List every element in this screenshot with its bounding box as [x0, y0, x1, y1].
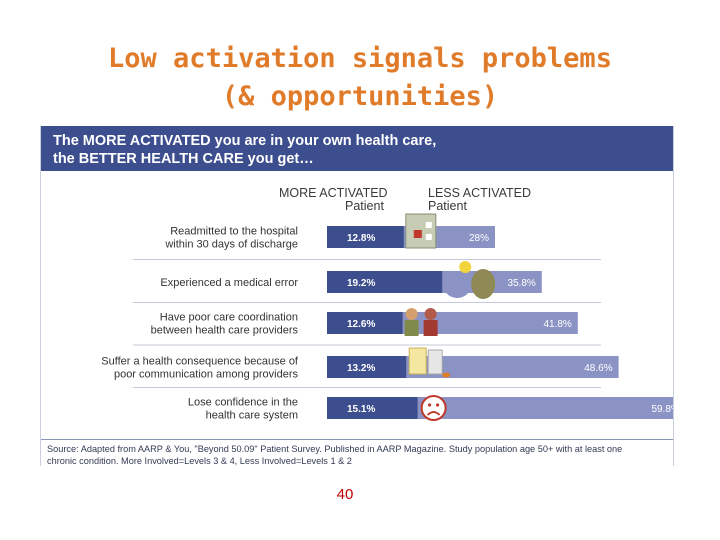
- more-activated-bar: [327, 226, 404, 248]
- sad-face-eye-icon: [428, 403, 432, 407]
- doctor-body-icon: [423, 320, 438, 336]
- pill-bottle-icon: [408, 347, 427, 375]
- category-label: Have poor care coordination: [160, 312, 298, 324]
- less-activated-header-line-1: LESS ACTIVATED: [428, 186, 532, 200]
- hospital-window-icon: [425, 234, 432, 240]
- category-label: between health care providers: [151, 325, 299, 337]
- category-label: Readmitted to the hospital: [170, 226, 298, 238]
- hospital-window-icon: [425, 222, 432, 228]
- more-activated-value-label: 12.8%: [347, 233, 375, 244]
- sad-face-icon: [420, 395, 447, 421]
- hospital-cross-icon: [413, 230, 422, 238]
- more-activated-bar: [327, 312, 403, 334]
- source-note-line-2: chronic condition. More Involved=Levels …: [47, 456, 352, 466]
- bar-chart: 12.8% 28% Readmitted to the hospitalwithin…: [101, 213, 673, 422]
- more-activated-value-label: 12.6%: [347, 319, 375, 330]
- source-note-line-1: Source: Adapted from AARP & You, "Beyond…: [47, 444, 623, 454]
- page-number: 40: [336, 486, 354, 503]
- slide-title-line-1: Low activation signals problems: [108, 43, 612, 74]
- more-activated-bar: [327, 271, 443, 293]
- more-activated-header-line-2: Patient: [345, 199, 384, 213]
- less-activated-value-label: 35.8%: [507, 278, 535, 289]
- source-note: Source: Adapted from AARP & You, "Beyond…: [41, 439, 673, 466]
- category-label: poor communication among providers: [114, 369, 299, 381]
- chart-header-banner: The MORE ACTIVATED you are in your own h…: [41, 126, 673, 171]
- slide-title-line-2: (& opportunities): [221, 81, 499, 112]
- patient-figure-icon: [444, 276, 471, 298]
- category-label: health care system: [206, 410, 298, 422]
- pill-icon: [442, 372, 451, 378]
- doctor-figure-icon: [471, 269, 496, 299]
- pill-bottle-icon: [427, 349, 443, 375]
- chart-header-line-1: The MORE ACTIVATED you are in your own h…: [53, 133, 437, 149]
- category-label: Suffer a health consequence because of: [101, 356, 299, 368]
- sad-face-eye-icon: [436, 403, 440, 407]
- slide-title: Low activation signals problems (& oppor…: [0, 40, 720, 116]
- chart-figure: The MORE ACTIVATED you are in your own h…: [40, 126, 674, 466]
- category-label: within 30 days of discharge: [164, 239, 298, 251]
- less-activated-value-label: 59.8%: [651, 404, 673, 415]
- more-activated-value-label: 13.2%: [347, 363, 375, 374]
- less-activated-value-label: 41.8%: [543, 319, 571, 330]
- chart-header-line-2: the BETTER HEALTH CARE you get…: [53, 151, 314, 167]
- more-activated-value-label: 15.1%: [347, 404, 375, 415]
- sad-face-mouth-icon: [426, 411, 441, 416]
- doctor-head-icon: [424, 308, 437, 320]
- category-label: Experienced a medical error: [160, 277, 298, 289]
- more-activated-value-label: 19.2%: [347, 278, 375, 289]
- less-activated-header-line-2: Patient: [428, 199, 467, 213]
- less-activated-header: LESS ACTIVATED Patient: [428, 187, 531, 213]
- less-activated-value-label: 48.6%: [584, 363, 612, 374]
- less-activated-value-label: 28%: [469, 233, 489, 244]
- more-activated-header: MORE ACTIVATED Patient: [279, 187, 388, 213]
- doctor-head-icon: [405, 308, 418, 320]
- doctor-body-icon: [404, 320, 419, 336]
- more-activated-bar: [327, 397, 418, 419]
- lightbulb-icon: [459, 261, 472, 273]
- category-label: Lose confidence in the: [188, 397, 298, 409]
- more-activated-header-line-1: MORE ACTIVATED: [279, 186, 388, 200]
- more-activated-bar: [327, 356, 407, 378]
